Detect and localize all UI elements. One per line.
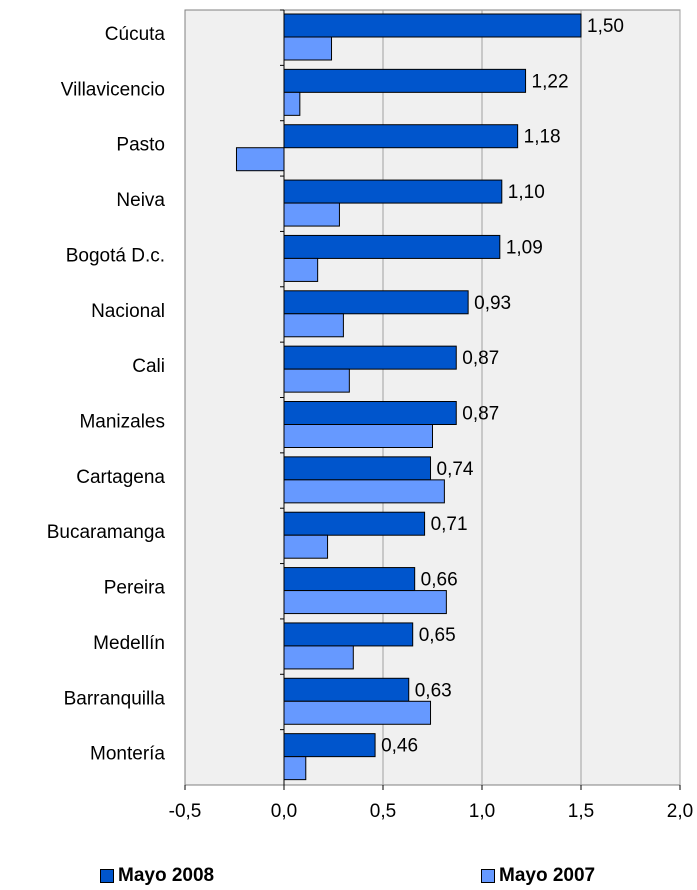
legend-swatch-mayo-2007 xyxy=(481,868,495,883)
data-label: 0,87 xyxy=(462,404,499,425)
category-label: Cartagena xyxy=(76,467,165,488)
bar xyxy=(283,424,433,448)
bar xyxy=(283,313,344,338)
bar xyxy=(235,147,285,172)
bar xyxy=(283,202,340,227)
bar xyxy=(283,479,445,504)
data-label: 0,65 xyxy=(419,625,456,646)
category-label: Cúcuta xyxy=(105,24,166,45)
data-label: 0,66 xyxy=(421,570,458,591)
bar xyxy=(283,368,350,393)
category-label: Medellín xyxy=(93,633,165,654)
x-tick-label: -0,5 xyxy=(169,801,202,822)
bar xyxy=(283,345,457,370)
x-tick-label: 0,5 xyxy=(370,801,396,822)
bar xyxy=(283,257,319,282)
data-label: 0,93 xyxy=(474,293,511,314)
category-label: Nacional xyxy=(91,301,165,322)
category-label: Villavicencio xyxy=(61,79,165,100)
bar xyxy=(283,645,354,670)
category-label: Neiva xyxy=(116,190,165,211)
data-label: 0,74 xyxy=(437,459,474,480)
data-label: 0,71 xyxy=(431,514,468,535)
bar xyxy=(283,179,503,204)
legend-item-mayo-2008: Mayo 2008 xyxy=(100,866,214,885)
bar xyxy=(283,700,432,725)
bar xyxy=(283,36,333,61)
category-label: Manizales xyxy=(79,412,165,433)
category-label: Bogotá D.c. xyxy=(66,245,165,266)
category-label: Barranquilla xyxy=(64,688,166,709)
bar xyxy=(283,511,426,536)
labels: -0,5 0,0 0,5 1,0 1,5 2,0 1,50 Cúcuta 1,22 Villavi… xyxy=(47,16,694,822)
data-label: 0,46 xyxy=(381,736,418,757)
bar xyxy=(283,534,329,559)
category-label: Cali xyxy=(132,356,165,377)
category-label: Pereira xyxy=(104,578,166,599)
bar xyxy=(283,234,501,259)
data-label: 1,10 xyxy=(508,182,545,203)
data-label: 1,50 xyxy=(587,16,624,37)
data-label: 0,63 xyxy=(415,680,452,701)
x-tick-label: 2,0 xyxy=(667,801,693,822)
bar xyxy=(283,677,410,702)
bar xyxy=(283,124,519,149)
axes xyxy=(184,9,681,790)
bar xyxy=(283,401,457,425)
bar xyxy=(283,13,582,38)
data-label: 0,87 xyxy=(462,348,499,369)
bar xyxy=(283,590,447,615)
category-label: Montería xyxy=(90,744,165,765)
data-label: 1,22 xyxy=(532,71,569,92)
bar xyxy=(283,68,527,93)
bar xyxy=(283,456,432,481)
bar xyxy=(283,290,469,315)
legend-swatch-mayo-2008 xyxy=(100,868,114,883)
x-tick-label: 1,0 xyxy=(469,801,495,822)
x-tick-label: 0,0 xyxy=(271,801,297,822)
bar xyxy=(283,567,416,592)
data-label: 1,18 xyxy=(524,127,561,148)
category-label: Pasto xyxy=(116,135,165,156)
bar xyxy=(283,733,376,758)
legend-item-mayo-2007: Mayo 2007 xyxy=(481,866,595,885)
bar-chart: -0,5 0,0 0,5 1,0 1,5 2,0 1,50 Cúcuta 1,22 Villavi… xyxy=(47,9,694,822)
bars xyxy=(235,13,582,781)
legend-label-mayo-2008: Mayo 2008 xyxy=(118,865,215,886)
bar xyxy=(283,756,307,781)
data-label: 1,09 xyxy=(506,237,543,258)
bar xyxy=(283,91,301,116)
category-label: Bucaramanga xyxy=(47,522,166,543)
legend-label-mayo-2007: Mayo 2007 xyxy=(499,865,596,886)
x-tick-label: 1,5 xyxy=(568,801,594,822)
bar xyxy=(283,622,414,647)
